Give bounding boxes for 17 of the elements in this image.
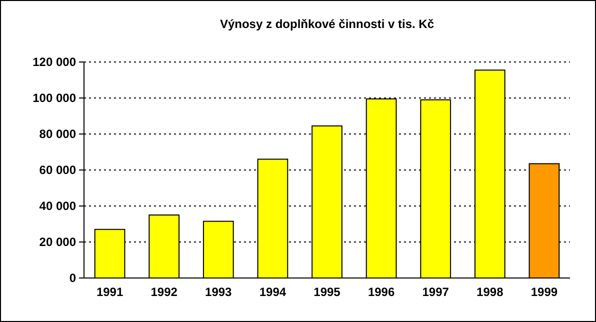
x-tick-label: 1991 — [96, 285, 124, 299]
x-tick-label: 1995 — [314, 285, 341, 299]
y-tick-label: 120 000 — [32, 55, 76, 70]
chart-title: Výnosy z doplňkové činnosti v tis. Kč — [220, 17, 434, 31]
x-tick-label: 1993 — [205, 285, 232, 299]
x-tick-label: 1994 — [259, 285, 286, 299]
y-tick-label: 20 000 — [39, 235, 76, 250]
y-tick-label: 100 000 — [32, 91, 76, 106]
x-tick-label: 1997 — [422, 285, 450, 299]
y-tick-label: 60 000 — [39, 163, 76, 178]
x-tick-label: 1992 — [150, 285, 178, 299]
x-tick-label: 1996 — [368, 285, 395, 299]
y-tick-label: 0 — [69, 271, 76, 286]
y-tick-label: 40 000 — [39, 199, 76, 214]
x-tick-label: 1999 — [530, 285, 558, 299]
x-tick-label: 1998 — [476, 285, 504, 299]
y-tick-label: 80 000 — [39, 127, 76, 142]
